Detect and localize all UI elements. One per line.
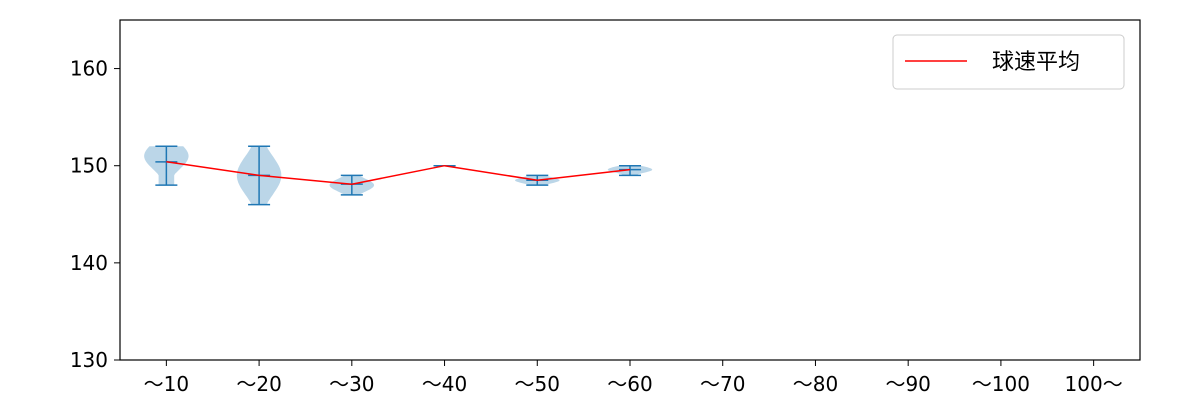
mean-line-layer <box>166 161 631 185</box>
x-tick-label: 〜100 <box>972 372 1030 396</box>
x-tick-label: 〜90 <box>885 372 930 396</box>
x-tick-label: 〜70 <box>700 372 745 396</box>
y-tick-label: 160 <box>70 57 108 81</box>
mean-series-line <box>166 161 631 185</box>
y-tick-label: 150 <box>70 154 108 178</box>
x-tick-label: 〜20 <box>236 372 281 396</box>
x-tick-label: 〜10 <box>144 372 189 396</box>
x-tick-label: 〜40 <box>422 372 467 396</box>
y-tick-label: 130 <box>70 348 108 372</box>
axes: 130 140 150 160 〜10 〜20 〜30 〜40 〜50 〜60 〜70 〜80 〜90 〜… <box>70 19 1141 396</box>
legend: 球速平均 <box>892 34 1125 90</box>
legend-label: 球速平均 <box>992 50 1080 75</box>
x-tick-label: 〜80 <box>793 372 838 396</box>
x-tick-label: 〜60 <box>607 372 652 396</box>
x-tick-label: 〜50 <box>515 372 560 396</box>
x-tick-label: 100〜 <box>1065 372 1123 396</box>
y-tick-label: 140 <box>70 251 108 275</box>
legend-box <box>892 34 1125 90</box>
x-tick-label: 〜30 <box>329 372 374 396</box>
